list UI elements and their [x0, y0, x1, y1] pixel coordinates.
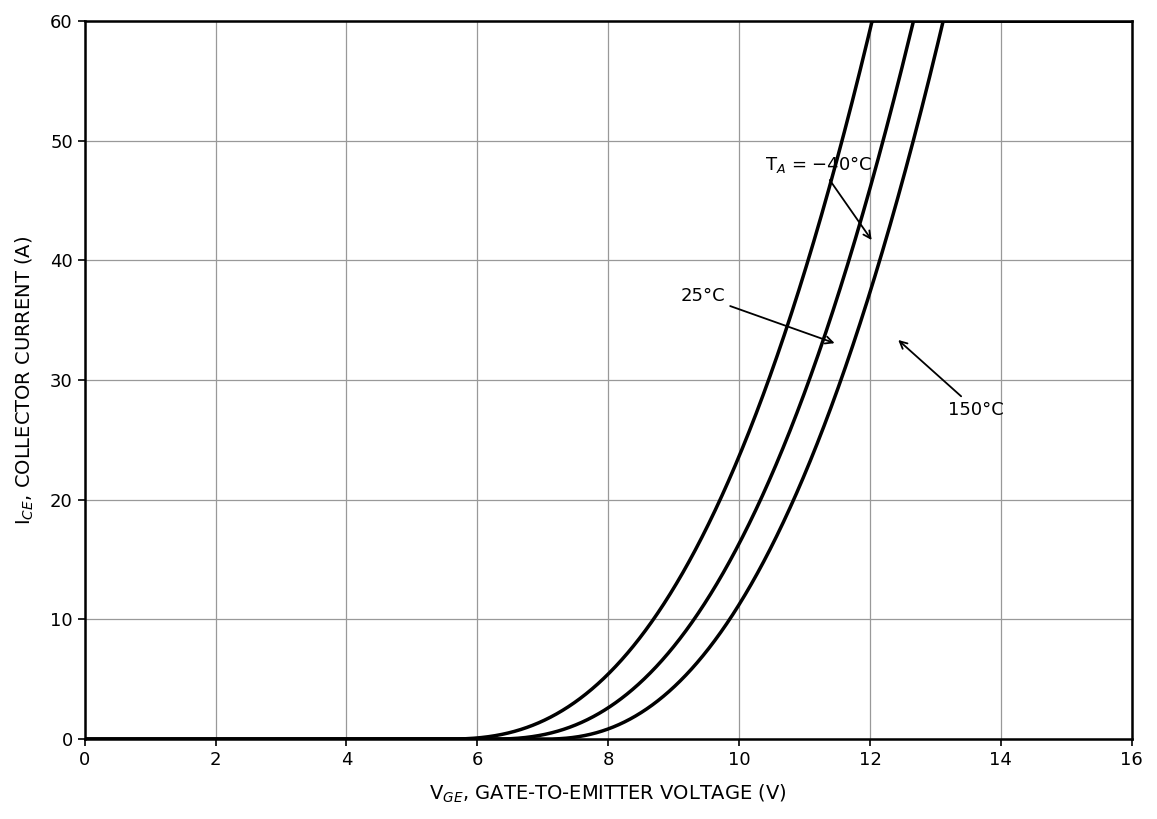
Text: T$_A$ = −40°C: T$_A$ = −40°C: [765, 154, 872, 238]
Text: 150°C: 150°C: [900, 342, 1004, 419]
Y-axis label: I$_{CE}$, COLLECTOR CURRENT (A): I$_{CE}$, COLLECTOR CURRENT (A): [14, 235, 36, 525]
Text: 25°C: 25°C: [680, 287, 833, 343]
X-axis label: V$_{GE}$, GATE-TO-EMITTER VOLTAGE (V): V$_{GE}$, GATE-TO-EMITTER VOLTAGE (V): [429, 783, 787, 805]
